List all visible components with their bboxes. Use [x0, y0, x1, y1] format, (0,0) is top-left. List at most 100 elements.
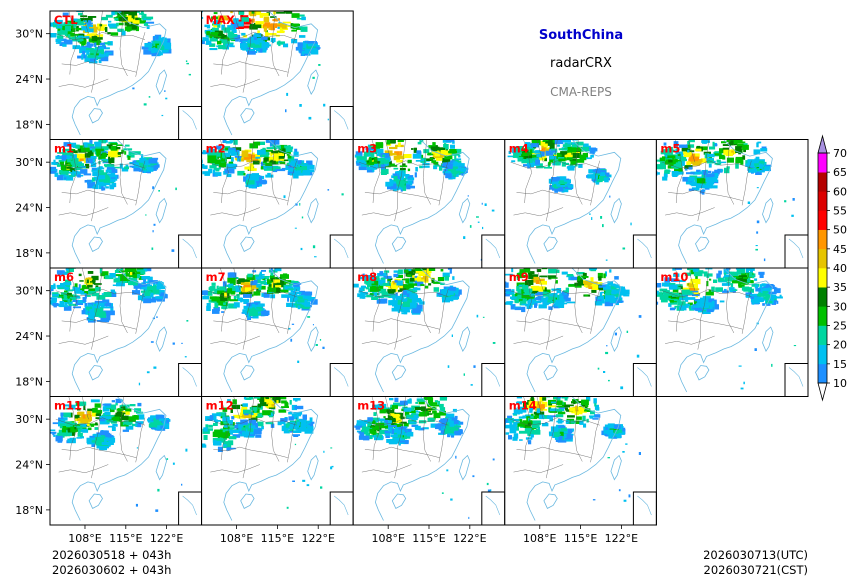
echo-cell: [205, 42, 212, 45]
echo-cell: [687, 268, 695, 271]
south-china-sea-inset: [481, 363, 506, 397]
echo-cell: [687, 302, 693, 306]
echo-cell: [756, 167, 765, 173]
echo-cell: [202, 171, 211, 175]
echo-cell: [79, 280, 84, 282]
echo-cell: [310, 46, 316, 48]
echo-cell: [210, 32, 219, 37]
echo-cell: [129, 162, 133, 165]
echo-cell: [674, 305, 682, 308]
echo-cell: [280, 284, 284, 288]
echo-cell: [143, 13, 147, 18]
echo-cell: [761, 166, 765, 170]
echo-cell: [554, 298, 557, 303]
echo-cell: [268, 280, 276, 284]
echo-cell: [101, 311, 106, 316]
echo-cell: [521, 295, 530, 299]
echo-cell: [407, 175, 414, 179]
echo-cell: [428, 268, 436, 271]
echo-cell: [528, 147, 533, 150]
echo-cell: [754, 163, 763, 166]
echo-cell: [130, 271, 134, 276]
echo-cell: [84, 424, 90, 427]
coastline: [71, 396, 167, 521]
echo-cell: [402, 154, 412, 159]
echo-cell: [57, 30, 65, 35]
echo-cell: [604, 271, 607, 277]
echo-speck: [315, 344, 318, 346]
echo-cell: [74, 425, 83, 429]
echo-cell: [589, 147, 597, 150]
echo-cell: [545, 147, 554, 149]
basemap: [510, 139, 622, 264]
echo-cell: [735, 141, 738, 144]
reflectivity-field: [50, 398, 188, 520]
echo-cell: [285, 165, 289, 171]
echo-cell: [139, 158, 147, 163]
echo-cell: [403, 284, 411, 289]
echo-cell: [140, 163, 147, 168]
echo-cell: [134, 408, 142, 413]
echo-cell: [702, 170, 707, 175]
echo-cell: [120, 406, 124, 409]
echo-cell: [92, 147, 95, 153]
echo-cell: [133, 280, 139, 286]
echo-cell: [255, 49, 261, 52]
echo-cell: [563, 179, 571, 184]
echo-cell: [677, 161, 684, 164]
echo-cell: [671, 171, 679, 176]
echo-cell: [706, 158, 714, 162]
province-border: [394, 268, 406, 350]
echo-cell: [224, 169, 234, 174]
echo-cell: [415, 160, 425, 162]
echo-cell: [742, 143, 748, 146]
echo-cell: [72, 306, 81, 309]
echo-cell: [247, 273, 253, 278]
echo-cell: [84, 28, 94, 33]
echo-cell: [202, 150, 206, 155]
echo-cell: [95, 302, 105, 307]
province-border: [523, 268, 532, 332]
echo-speck: [312, 76, 315, 79]
echo-cell: [536, 269, 542, 272]
echo-cell: [267, 411, 274, 416]
province-border: [510, 288, 600, 297]
echo-speck: [165, 97, 168, 100]
echo-cell: [393, 155, 400, 161]
echo-cell: [533, 157, 537, 162]
echo-cell: [78, 421, 81, 424]
echo-cell: [516, 294, 519, 299]
echo-speck: [755, 245, 758, 247]
echo-cell: [616, 300, 624, 303]
echo-cell: [256, 182, 259, 187]
echo-cell: [72, 170, 75, 176]
echo-cell: [128, 280, 134, 286]
echo-speck: [492, 342, 496, 344]
echo-cell: [424, 285, 429, 289]
echo-cell: [240, 297, 243, 303]
echo-cell: [262, 163, 266, 166]
echo-cell: [107, 178, 116, 181]
echo-cell: [672, 159, 676, 164]
echo-cell: [754, 284, 759, 289]
echo-cell: [256, 290, 261, 296]
echo-cell: [397, 289, 402, 292]
echo-cell: [524, 289, 532, 293]
echo-cell: [763, 285, 768, 290]
echo-cell: [248, 185, 256, 189]
echo-cell: [746, 268, 755, 271]
taiwan-island: [458, 197, 471, 224]
echo-cell: [222, 407, 228, 412]
echo-cell: [526, 303, 531, 309]
echo-cell: [241, 150, 249, 156]
echo-cell: [59, 305, 69, 308]
echo-cell: [705, 173, 715, 178]
echo-cell: [69, 142, 77, 148]
echo-cell: [733, 271, 742, 275]
echo-cell: [258, 276, 265, 279]
echo-cell: [601, 284, 606, 287]
echo-cell: [419, 165, 423, 169]
echo-cell: [380, 298, 388, 304]
echo-cell: [414, 172, 417, 178]
echo-cell: [686, 172, 695, 175]
